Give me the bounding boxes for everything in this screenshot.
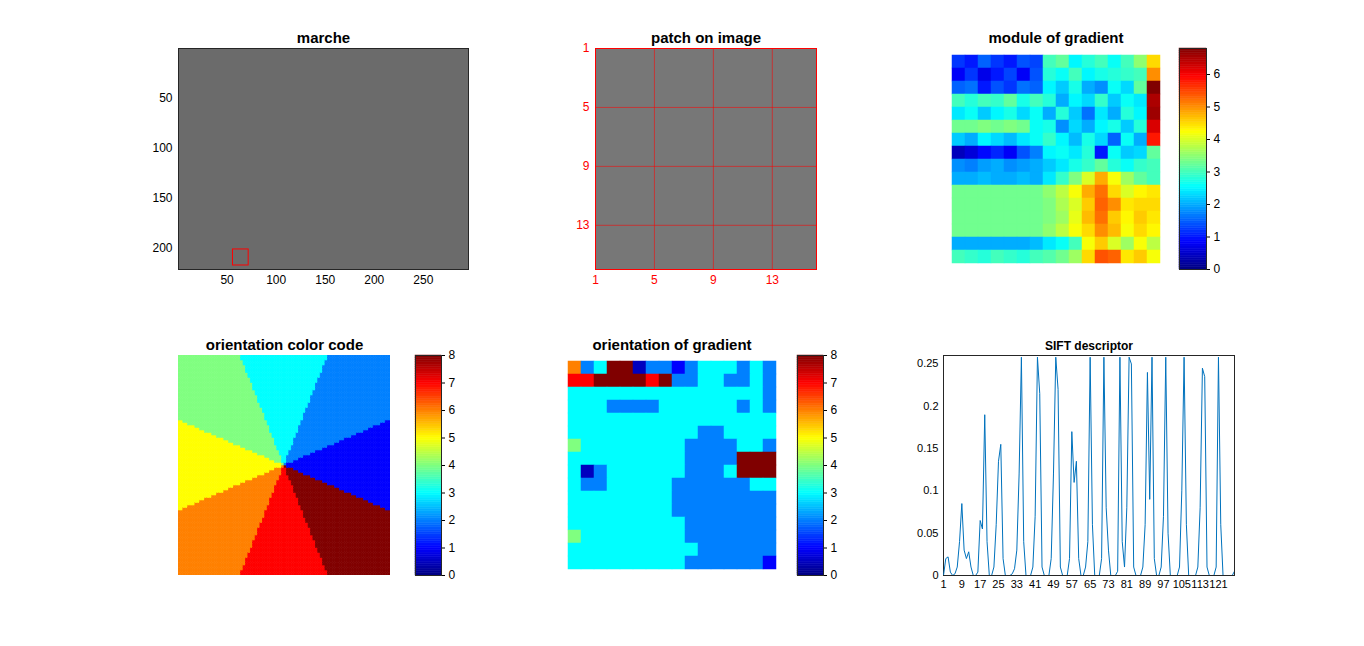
svg-text:4: 4 (1214, 132, 1221, 146)
svg-text:patch on image: patch on image (651, 29, 761, 46)
svg-text:6: 6 (1214, 67, 1221, 81)
svg-text:1: 1 (1214, 230, 1221, 244)
svg-text:100: 100 (152, 141, 172, 155)
svg-text:5: 5 (583, 100, 590, 114)
svg-text:65: 65 (1084, 578, 1096, 590)
svg-text:5: 5 (831, 431, 838, 445)
svg-text:orientation color code: orientation color code (206, 336, 364, 353)
svg-text:50: 50 (159, 91, 173, 105)
svg-text:41: 41 (1029, 578, 1041, 590)
svg-text:5: 5 (449, 431, 456, 445)
svg-text:SIFT descriptor: SIFT descriptor (1045, 339, 1133, 353)
svg-text:5: 5 (651, 273, 658, 287)
svg-text:0: 0 (449, 568, 456, 582)
svg-text:150: 150 (315, 273, 335, 287)
svg-text:5: 5 (1214, 100, 1221, 114)
svg-text:25: 25 (992, 578, 1004, 590)
svg-text:97: 97 (1157, 578, 1169, 590)
svg-text:1: 1 (940, 578, 946, 590)
svg-text:200: 200 (152, 241, 172, 255)
svg-text:4: 4 (831, 458, 838, 472)
svg-text:8: 8 (831, 348, 838, 362)
svg-text:73: 73 (1102, 578, 1114, 590)
svg-text:3: 3 (831, 486, 838, 500)
svg-text:2: 2 (1214, 197, 1221, 211)
svg-text:3: 3 (449, 486, 456, 500)
svg-text:module of gradient: module of gradient (989, 29, 1124, 46)
svg-text:81: 81 (1121, 578, 1133, 590)
svg-text:250: 250 (413, 273, 433, 287)
svg-text:105: 105 (1173, 578, 1191, 590)
svg-text:9: 9 (710, 273, 717, 287)
svg-text:17: 17 (974, 578, 986, 590)
svg-text:33: 33 (1011, 578, 1023, 590)
svg-text:0.25: 0.25 (917, 357, 938, 369)
svg-text:4: 4 (449, 458, 456, 472)
svg-text:9: 9 (583, 159, 590, 173)
svg-text:1: 1 (831, 541, 838, 555)
svg-text:50: 50 (220, 273, 234, 287)
svg-text:150: 150 (152, 191, 172, 205)
svg-text:6: 6 (831, 403, 838, 417)
svg-text:6: 6 (449, 403, 456, 417)
svg-text:0.05: 0.05 (917, 527, 938, 539)
svg-text:1: 1 (583, 41, 590, 55)
svg-text:7: 7 (831, 376, 838, 390)
svg-text:8: 8 (449, 348, 456, 362)
svg-text:57: 57 (1066, 578, 1078, 590)
svg-text:49: 49 (1047, 578, 1059, 590)
svg-text:200: 200 (364, 273, 384, 287)
svg-text:marche: marche (297, 29, 350, 46)
svg-text:13: 13 (766, 273, 780, 287)
svg-text:0: 0 (1214, 262, 1221, 276)
svg-text:9: 9 (959, 578, 965, 590)
svg-text:0: 0 (932, 569, 938, 581)
svg-text:100: 100 (266, 273, 286, 287)
svg-text:121: 121 (1209, 578, 1227, 590)
svg-text:2: 2 (449, 513, 456, 527)
svg-text:2: 2 (831, 513, 838, 527)
svg-text:7: 7 (449, 376, 456, 390)
svg-text:3: 3 (1214, 165, 1221, 179)
svg-text:0: 0 (831, 568, 838, 582)
svg-text:89: 89 (1139, 578, 1151, 590)
svg-text:1: 1 (592, 273, 599, 287)
svg-text:0.15: 0.15 (917, 442, 938, 454)
svg-text:1: 1 (449, 541, 456, 555)
svg-text:13: 13 (576, 218, 590, 232)
svg-text:113: 113 (1191, 578, 1209, 590)
svg-text:0.2: 0.2 (923, 400, 938, 412)
svg-text:0.1: 0.1 (923, 484, 938, 496)
svg-text:orientation of gradient: orientation of gradient (592, 336, 751, 353)
